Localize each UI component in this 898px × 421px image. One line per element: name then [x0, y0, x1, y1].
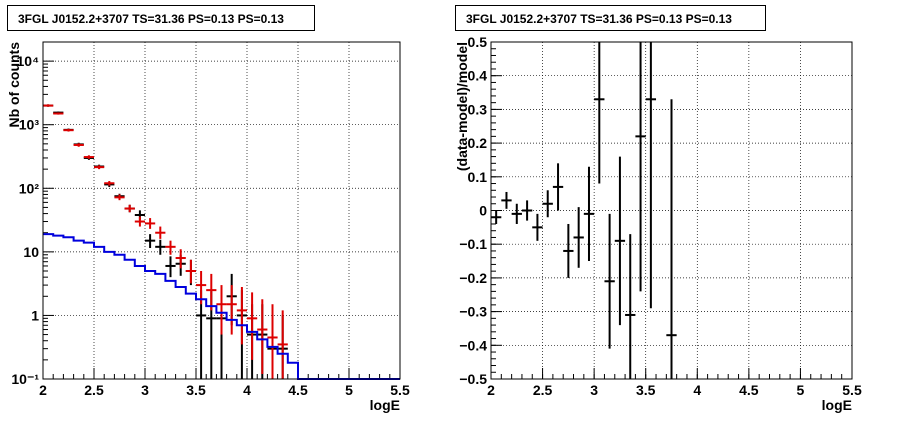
y-tick-label: 0.1 — [468, 169, 488, 185]
plot-frame — [490, 41, 853, 380]
y-tick-label: −0.3 — [459, 304, 487, 320]
x-tick-label: 3 — [141, 382, 149, 398]
x-tick-label: 3.5 — [186, 382, 206, 398]
y-tick-label: 0.4 — [468, 68, 488, 84]
y-tick-label: −0.4 — [459, 337, 487, 353]
plot-frame — [42, 41, 401, 380]
left-plot-title: 3FGL J0152.2+3707 TS=31.36 PS=0.13 PS=0.… — [18, 12, 284, 26]
y-tick-label: 10⁴ — [17, 53, 40, 69]
y-tick-label: −0.2 — [459, 270, 487, 286]
x-tick-label: 3 — [590, 382, 598, 398]
x-tick-label: 2.5 — [533, 382, 553, 398]
y-tick-label: 0.2 — [468, 135, 488, 151]
y-tick-label: 10⁻¹ — [11, 371, 39, 387]
x-tick-label: 5.5 — [390, 382, 410, 398]
y-tick-label: 1 — [31, 307, 39, 323]
x-tick-label: 2 — [487, 382, 495, 398]
y-axis-title: (data-model)/model — [454, 42, 470, 171]
x-tick-label: 4.5 — [288, 382, 308, 398]
model-step-line — [43, 233, 400, 380]
x-tick-label: 4 — [693, 382, 701, 398]
y-tick-label: 0 — [479, 203, 487, 219]
y-tick-label: 10² — [19, 180, 40, 196]
y-tick-label: −0.1 — [459, 236, 487, 252]
x-tick-label: 4 — [243, 382, 251, 398]
left-plot-title-box: 3FGL J0152.2+3707 TS=31.36 PS=0.13 PS=0.… — [7, 5, 315, 31]
right-plot-title-box: 3FGL J0152.2+3707 TS=31.36 PS=0.13 PS=0.… — [455, 5, 766, 31]
right-plot-title: 3FGL J0152.2+3707 TS=31.36 PS=0.13 PS=0.… — [466, 12, 732, 26]
x-tick-label: 5 — [797, 382, 805, 398]
x-tick-label: 5.5 — [842, 382, 862, 398]
x-axis-title: logE — [822, 397, 852, 413]
y-tick-label: −0.5 — [459, 371, 487, 387]
y-tick-label: 10 — [23, 244, 39, 260]
y-tick-label: 10³ — [19, 117, 40, 133]
x-axis-title: logE — [370, 397, 400, 413]
y-tick-label: 0.5 — [468, 34, 488, 50]
x-tick-label: 3.5 — [636, 382, 656, 398]
x-tick-label: 5 — [345, 382, 353, 398]
y-axis-title: Nb of counts — [6, 42, 22, 128]
x-tick-label: 4.5 — [739, 382, 759, 398]
x-tick-label: 2.5 — [84, 382, 104, 398]
x-tick-label: 2 — [39, 382, 47, 398]
y-tick-label: 0.3 — [468, 101, 488, 117]
